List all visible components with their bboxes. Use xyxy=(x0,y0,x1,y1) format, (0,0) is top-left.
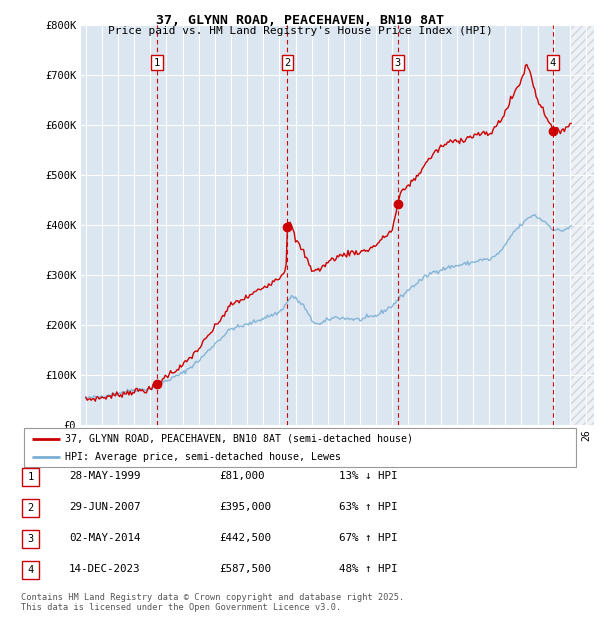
Text: 4: 4 xyxy=(550,58,556,68)
Text: 1: 1 xyxy=(154,58,160,68)
Text: £81,000: £81,000 xyxy=(219,471,265,481)
Polygon shape xyxy=(570,25,594,425)
Text: 14-DEC-2023: 14-DEC-2023 xyxy=(69,564,140,574)
Text: £395,000: £395,000 xyxy=(219,502,271,512)
Text: 4: 4 xyxy=(28,565,34,575)
Text: 37, GLYNN ROAD, PEACEHAVEN, BN10 8AT: 37, GLYNN ROAD, PEACEHAVEN, BN10 8AT xyxy=(156,14,444,27)
FancyBboxPatch shape xyxy=(22,499,39,516)
Text: 3: 3 xyxy=(28,534,34,544)
Text: 1: 1 xyxy=(28,472,34,482)
Text: 29-JUN-2007: 29-JUN-2007 xyxy=(69,502,140,512)
Text: Price paid vs. HM Land Registry's House Price Index (HPI): Price paid vs. HM Land Registry's House … xyxy=(107,26,493,36)
Text: Contains HM Land Registry data © Crown copyright and database right 2025.
This d: Contains HM Land Registry data © Crown c… xyxy=(21,593,404,612)
Text: 13% ↓ HPI: 13% ↓ HPI xyxy=(339,471,397,481)
Text: 02-MAY-2014: 02-MAY-2014 xyxy=(69,533,140,543)
FancyBboxPatch shape xyxy=(22,468,39,485)
Text: 37, GLYNN ROAD, PEACEHAVEN, BN10 8AT (semi-detached house): 37, GLYNN ROAD, PEACEHAVEN, BN10 8AT (se… xyxy=(65,434,413,444)
Text: £587,500: £587,500 xyxy=(219,564,271,574)
FancyBboxPatch shape xyxy=(24,428,576,467)
Text: 2: 2 xyxy=(28,503,34,513)
Text: 3: 3 xyxy=(395,58,401,68)
Text: £442,500: £442,500 xyxy=(219,533,271,543)
Text: 63% ↑ HPI: 63% ↑ HPI xyxy=(339,502,397,512)
FancyBboxPatch shape xyxy=(22,561,39,578)
FancyBboxPatch shape xyxy=(22,530,39,547)
Text: 67% ↑ HPI: 67% ↑ HPI xyxy=(339,533,397,543)
Text: 48% ↑ HPI: 48% ↑ HPI xyxy=(339,564,397,574)
Text: 2: 2 xyxy=(284,58,290,68)
Text: HPI: Average price, semi-detached house, Lewes: HPI: Average price, semi-detached house,… xyxy=(65,452,341,463)
Text: 28-MAY-1999: 28-MAY-1999 xyxy=(69,471,140,481)
